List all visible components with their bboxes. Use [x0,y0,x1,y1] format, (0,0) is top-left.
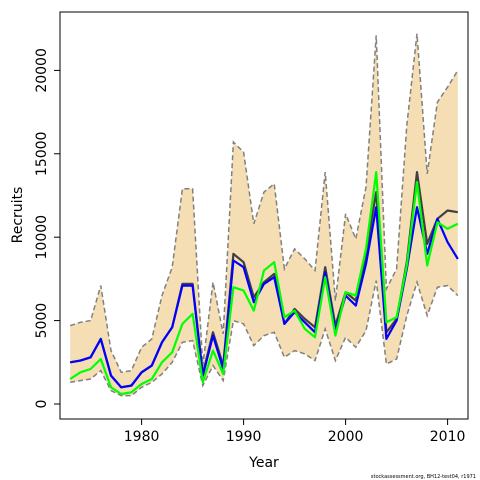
y-tick-label: 10000 [34,215,50,260]
series-line-blue [70,206,459,389]
x-axis: 1980 1990 2000 2010 [124,419,466,445]
x-tick-label: 2000 [328,429,364,445]
plot-frame [59,11,469,420]
footnote: stockassessment.org, BH12-test04, r1971 [371,474,476,480]
series-line-green [69,171,459,396]
y-tick-label: 15000 [34,132,50,177]
y-axis: 0 5000 10000 15000 20000 [34,48,60,408]
y-axis-label: Recruits [10,187,26,244]
confidence-band [69,33,459,397]
band-upper-line [69,33,459,374]
x-tick-label: 1980 [124,429,160,445]
x-tick-label: 2010 [430,429,466,445]
x-tick-label: 1990 [226,429,262,445]
y-tick-label: 20000 [34,48,50,93]
y-tick-label: 5000 [34,303,50,339]
confidence-band-area [70,33,458,396]
series-lines [69,171,459,396]
band-lower-line [70,279,459,397]
y-tick-label: 0 [34,400,50,409]
x-axis-label: Year [248,455,279,471]
